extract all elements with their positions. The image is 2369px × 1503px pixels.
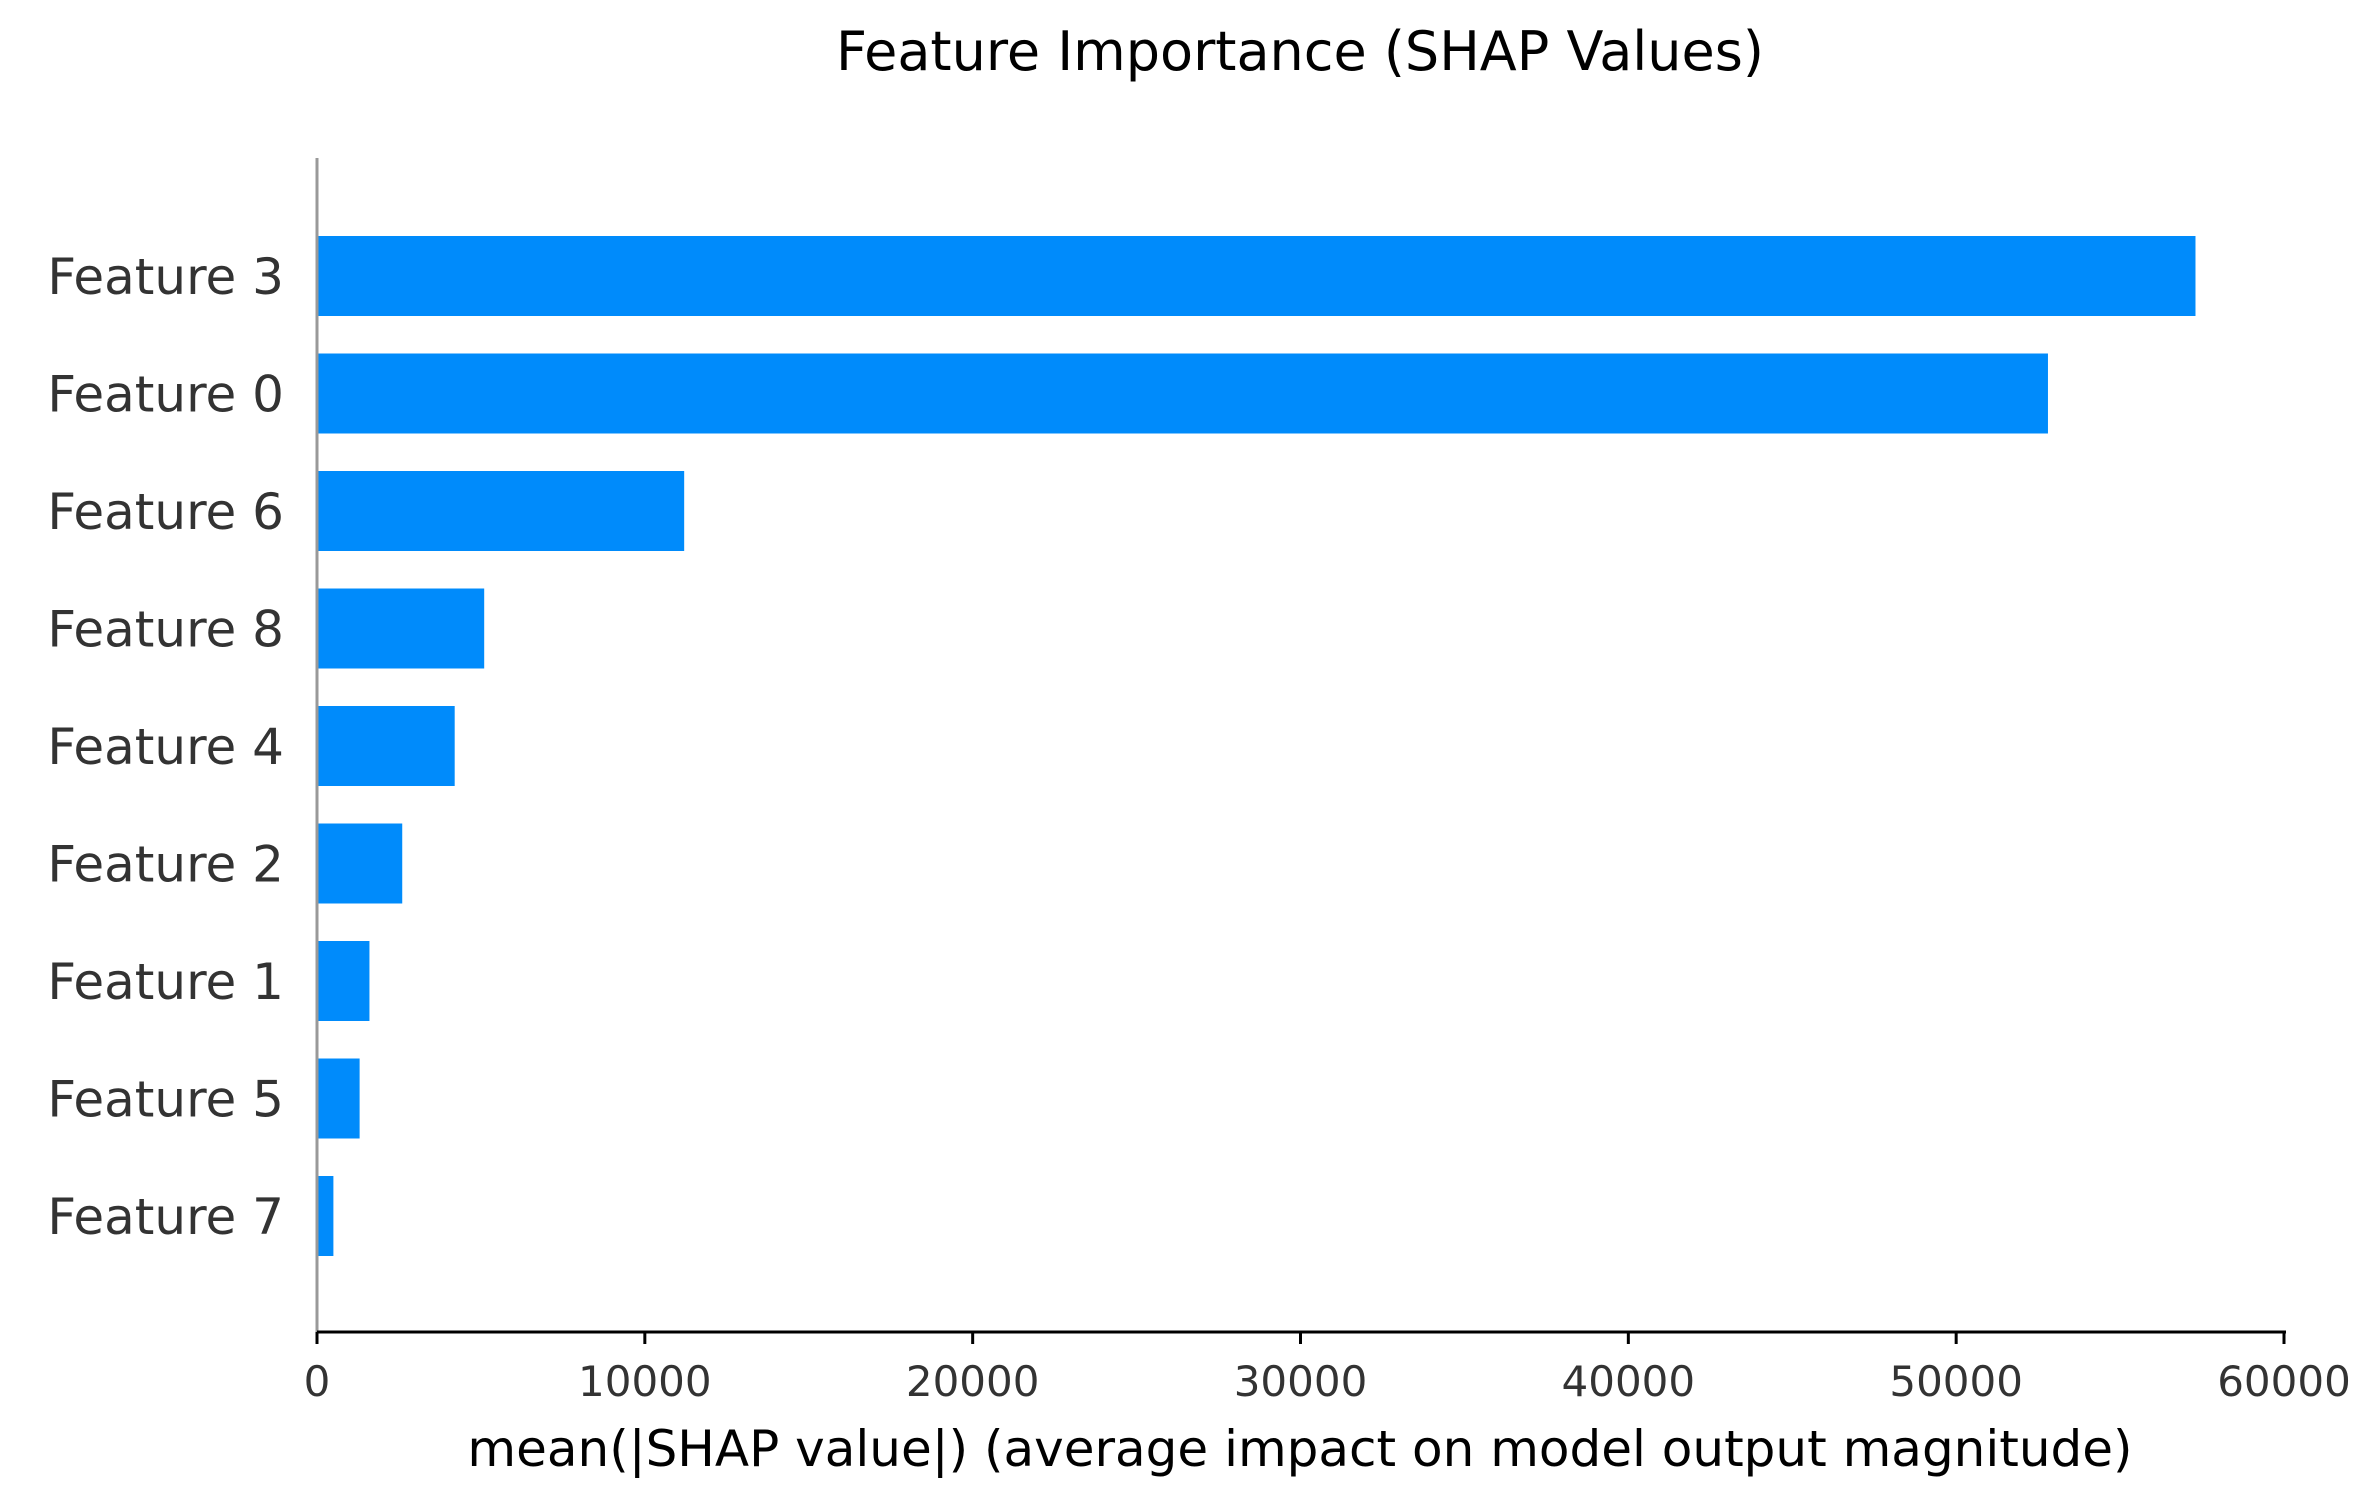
- y-tick-label-feature-8: Feature 8: [47, 601, 284, 659]
- y-tick-label-feature-0: Feature 0: [47, 366, 284, 424]
- y-tick-label-feature-2: Feature 2: [47, 836, 284, 894]
- x-tick-label: 10000: [578, 1357, 712, 1406]
- y-tick-label-feature-6: Feature 6: [47, 483, 284, 541]
- y-tick-label-feature-4: Feature 4: [47, 718, 284, 776]
- bar-feature-7: [317, 1176, 334, 1256]
- bar-feature-4: [317, 706, 455, 786]
- bar-feature-3: [317, 236, 2196, 316]
- x-tick-label: 40000: [1562, 1357, 1696, 1406]
- chart-title: Feature Importance (SHAP Values): [836, 20, 1764, 83]
- bar-feature-2: [317, 823, 403, 904]
- bar-feature-0: [317, 353, 2048, 434]
- x-tick-label: 0: [304, 1357, 331, 1406]
- bar-feature-5: [317, 1058, 360, 1139]
- x-tick-label: 50000: [1889, 1357, 2023, 1406]
- y-tick-label-feature-3: Feature 3: [47, 248, 284, 306]
- y-tick-labels: Feature 3 Feature 0 Feature 6 Feature 8 Feat…: [47, 248, 284, 1246]
- y-tick-label-feature-5: Feature 5: [47, 1071, 284, 1129]
- x-tick-label: 60000: [2217, 1357, 2351, 1406]
- x-tick-label: 20000: [906, 1357, 1040, 1406]
- bar-feature-8: [317, 588, 485, 669]
- bar-feature-6: [317, 471, 685, 551]
- y-tick-label-feature-1: Feature 1: [47, 953, 284, 1011]
- y-tick-label-feature-7: Feature 7: [47, 1188, 284, 1246]
- x-tick-label: 30000: [1234, 1357, 1368, 1406]
- bars-layer: [317, 236, 2196, 1256]
- x-tick-labels: 0 10000 20000 30000 40000 50000 60000: [304, 1332, 2351, 1406]
- bar-feature-1: [317, 941, 370, 1021]
- x-axis-label: mean(|SHAP value|) (average impact on mo…: [467, 1420, 2132, 1478]
